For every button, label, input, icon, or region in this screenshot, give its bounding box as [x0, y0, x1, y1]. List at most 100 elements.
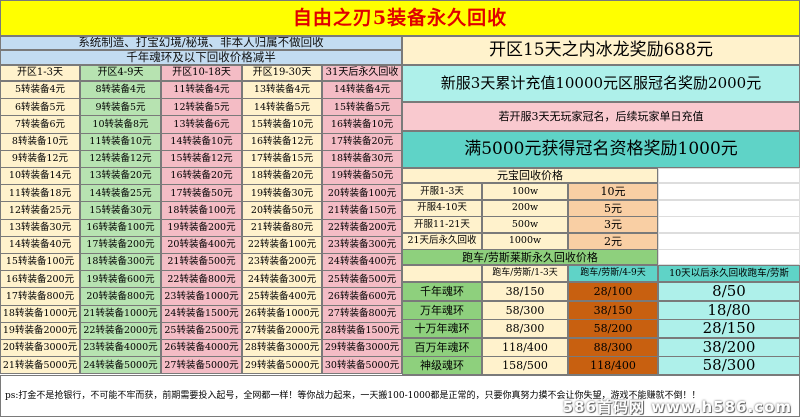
recycle-cell: 5转装备4元 [0, 81, 80, 100]
car-row-c: 18/80 [658, 300, 800, 320]
yuanbao-blank [658, 183, 800, 200]
reward-15days: 开区15天之内冰龙奖励688元 [402, 36, 800, 65]
recycle-cell: 22转装备100元 [242, 235, 322, 254]
yuanbao-blank [658, 232, 800, 250]
recycle-cell: 14转装备25元 [80, 184, 161, 203]
recycle-cell: 8转装备10元 [0, 132, 80, 151]
car-row-c: 58/300 [658, 356, 800, 376]
recycle-cell: 22转装备2000元 [80, 321, 161, 340]
recycle-cell: 17转装备800元 [0, 287, 80, 306]
recycle-cell: 27转装备5000元 [161, 356, 242, 375]
car-row-c: 8/50 [658, 282, 800, 301]
recycle-cell: 10转装备8元 [80, 115, 161, 134]
car-row-b: 58/200 [568, 319, 658, 339]
recycle-cell: 21转装备150元 [322, 201, 402, 220]
recycle-cell: 21转装备500元 [161, 253, 242, 272]
recycle-cell: 24转装备1500元 [161, 304, 242, 323]
recycle-cell: 16转装备100元 [80, 218, 161, 237]
car-row-a: 58/300 [482, 300, 568, 320]
car-row-b: 118/400 [568, 356, 658, 376]
car-row-name: 万年魂环 [402, 300, 482, 320]
recycle-cell: 24转装备300元 [242, 270, 322, 289]
recycle-cell: 26转装备600元 [322, 287, 402, 306]
recycle-cell: 25转装备2500元 [161, 321, 242, 340]
car-row-name: 百万年魂环 [402, 337, 482, 357]
reward-note: 若开服3天无玩家冠名，后续玩家单日充值 [402, 102, 800, 131]
recycle-cell: 21转装备5000元 [0, 356, 80, 375]
recycle-cell: 27转装备2000元 [242, 321, 322, 340]
recycle-cell: 20转装备100元 [322, 184, 402, 203]
recycle-cell: 16转装备12元 [242, 132, 322, 151]
recycle-cell: 30转装备5000元 [322, 356, 402, 375]
recycle-cell: 15转装备30元 [80, 201, 161, 220]
notice-line-2: 千年魂环及以下回收价格减半 [0, 50, 402, 65]
car-row-a: 118/400 [482, 337, 568, 357]
yuanbao-period: 21天后永久回收 [402, 232, 482, 250]
recycle-cell: 15转装备100元 [0, 253, 80, 272]
recycle-cell: 16转装备20元 [161, 167, 242, 186]
car-row-a: 158/500 [482, 356, 568, 376]
recycle-cell: 26转装备4000元 [161, 339, 242, 358]
car-title: 跑车/劳斯莱斯永久回收价格 [402, 249, 658, 265]
yuanbao-amount: 1000w [482, 232, 568, 250]
recycle-cell: 17转装备200元 [80, 235, 161, 254]
car-row-a: 88/300 [482, 319, 568, 339]
recycle-cell: 16转装备10元 [322, 115, 402, 134]
yuanbao-blank [658, 168, 800, 183]
recycle-col-header: 开区1-3天 [0, 65, 80, 81]
yuanbao-amount: 200w [482, 199, 568, 217]
recycle-cell: 19转装备30元 [242, 184, 322, 203]
recycle-cell: 19转装备2000元 [0, 321, 80, 340]
recycle-cell: 22转装备200元 [322, 218, 402, 237]
car-row-name: 十万年魂环 [402, 319, 482, 339]
recycle-cell: 6转装备5元 [0, 98, 80, 117]
recycle-cell: 21转装备80元 [242, 218, 322, 237]
car-col-a: 跑车/劳斯/1-3天 [482, 265, 568, 282]
recycle-col-header: 开区19-30天 [242, 65, 322, 81]
recycle-cell: 29转装备3000元 [322, 339, 402, 358]
recycle-cell: 23转装备4000元 [80, 339, 161, 358]
recycle-cell: 11转装备4元 [161, 81, 242, 100]
recycle-cell: 27转装备800元 [322, 304, 402, 323]
recycle-cell: 20转装备3000元 [0, 339, 80, 358]
recycle-cell: 24转装备400元 [322, 253, 402, 272]
recycle-cell: 15转装备10元 [242, 115, 322, 134]
car-row-name: 神级魂环 [402, 356, 482, 376]
recycle-cell: 29转装备5000元 [242, 356, 322, 375]
recycle-cell: 20转装备800元 [80, 287, 161, 306]
recycle-cell: 28转装备1500元 [322, 321, 402, 340]
yuanbao-price: 3元 [568, 216, 658, 233]
yuanbao-price: 2元 [568, 232, 658, 250]
reward-5000: 满5000元获得冠名资格奖励1000元 [402, 131, 800, 168]
recycle-cell: 26转装备1000元 [242, 304, 322, 323]
recycle-cell: 13转装备20元 [80, 167, 161, 186]
poster-title: 自由之刃5装备永久回收 [0, 0, 800, 36]
car-row-c: 28/150 [658, 319, 800, 339]
recycle-cell: 7转装备6元 [0, 115, 80, 134]
recycle-cell: 18转装备100元 [161, 201, 242, 220]
recycle-cell: 14转装备5元 [242, 98, 322, 117]
footer-note: ps:打金不是抢银行，不可能不牢而获，前期需要投入起号，全网都一样！等你战力起来… [0, 375, 800, 417]
yuanbao-amount: 500w [482, 216, 568, 233]
recycle-cell: 18转装备1000元 [0, 304, 80, 323]
recycle-cell: 13转装备4元 [242, 81, 322, 100]
recycle-cell: 8转装备4元 [80, 81, 161, 100]
recycle-cell: 23转装备1000元 [161, 287, 242, 306]
recycle-cell: 21转装备1000元 [80, 304, 161, 323]
recycle-col-header: 开区4-9天 [80, 65, 161, 81]
car-col-b: 跑车/劳斯/4-9天 [568, 265, 658, 282]
yuanbao-period: 开服1-3天 [402, 183, 482, 200]
recycle-cell: 23转装备300元 [322, 235, 402, 254]
recycle-cell: 20转装备50元 [242, 201, 322, 220]
yuanbao-period: 开服4-10天 [402, 199, 482, 217]
recycle-cell: 12转装备12元 [80, 149, 161, 168]
recycle-cell: 19转装备50元 [322, 167, 402, 186]
recycle-cell: 19转装备200元 [161, 218, 242, 237]
yuanbao-amount: 100w [482, 183, 568, 200]
recycle-cell: 20转装备400元 [161, 235, 242, 254]
recycle-cell: 24转装备5000元 [80, 356, 161, 375]
recycle-cell: 15转装备12元 [161, 149, 242, 168]
recycle-cell: 9转装备5元 [80, 98, 161, 117]
recycle-col-header: 开区10-18天 [161, 65, 242, 81]
